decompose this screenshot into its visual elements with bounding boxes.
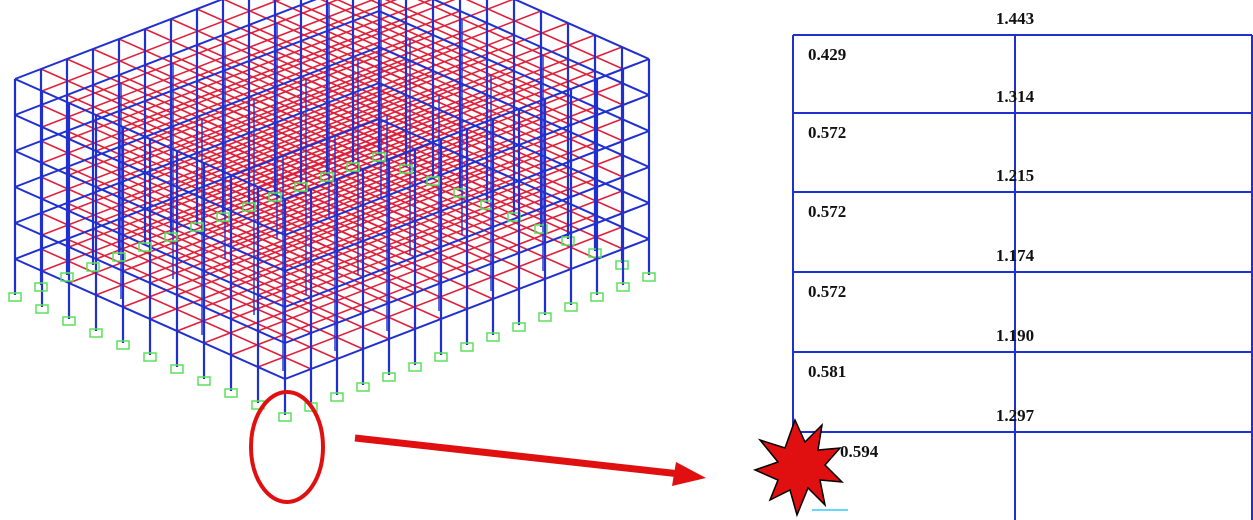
column-value: 0.581 (808, 362, 846, 381)
beam-value: 1.443 (996, 9, 1034, 28)
beam-value: 1.190 (996, 326, 1034, 345)
column-value: 0.572 (808, 282, 846, 301)
arrow-shaft (355, 438, 680, 474)
highlight-ellipse (251, 392, 323, 502)
column-value: 0.594 (840, 442, 879, 461)
column-value: 0.429 (808, 45, 846, 64)
column-value: 0.572 (808, 123, 846, 142)
column-value: 0.572 (808, 202, 846, 221)
arrow-head (672, 462, 706, 486)
beam-value: 1.297 (996, 406, 1035, 425)
figure: 1.443 0.429 1.314 0.572 1.215 0.572 1.174 0.572… (0, 0, 1253, 520)
frame-model-3d (9, 0, 655, 421)
beam-value: 1.314 (996, 87, 1035, 106)
beam-value: 1.215 (996, 166, 1034, 185)
failure-burst (755, 420, 842, 515)
frame-elevation: 1.443 0.429 1.314 0.572 1.215 0.572 1.174 0.572… (793, 9, 1252, 520)
beam-value: 1.174 (996, 246, 1035, 265)
